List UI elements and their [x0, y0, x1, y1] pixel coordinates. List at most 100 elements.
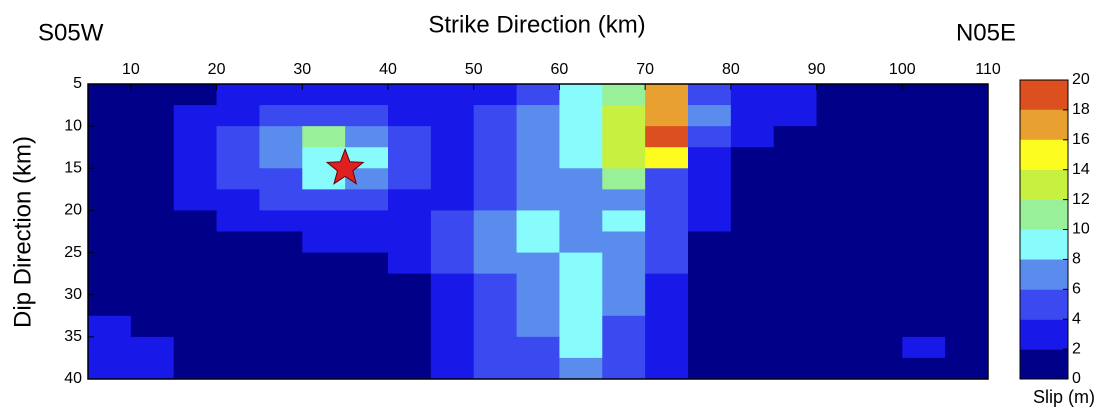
slip-cell [902, 210, 946, 232]
slip-cell [345, 126, 389, 148]
slip-cell [302, 252, 346, 275]
colorbar-swatch [1020, 80, 1068, 110]
slip-cell [259, 189, 303, 211]
slip-cell [173, 315, 218, 338]
slip-cell [816, 336, 860, 359]
slip-cell [302, 294, 346, 317]
slip-cell [259, 315, 303, 338]
slip-cell [688, 105, 732, 127]
slip-cell [816, 231, 860, 254]
slip-cell [473, 252, 518, 275]
colorbar-swatch [1020, 319, 1068, 350]
slip-cell [430, 357, 475, 380]
colorbar-tick-label: 4 [1072, 310, 1081, 327]
x-tick-label: 90 [808, 61, 826, 78]
colorbar-tick-label: 20 [1072, 71, 1090, 88]
slip-cell [730, 336, 775, 359]
slip-cell [259, 105, 303, 127]
slip-cell [645, 336, 689, 359]
slip-cell [388, 84, 432, 106]
slip-cell [602, 336, 646, 359]
slip-cell [816, 357, 860, 380]
slip-cell [773, 357, 818, 380]
slip-cell [902, 357, 946, 380]
slip-cell [602, 126, 646, 148]
slip-cell [945, 189, 989, 211]
slip-cell [559, 315, 603, 338]
slip-cell [602, 315, 646, 338]
slip-cell [688, 84, 732, 106]
slip-cell [645, 105, 689, 127]
slip-cell [216, 252, 260, 275]
slip-cell [816, 294, 860, 317]
x-tick-label: 10 [122, 61, 140, 78]
slip-cell [559, 84, 603, 106]
slip-cell [602, 210, 646, 232]
slip-cell [688, 126, 732, 148]
slip-cell [816, 189, 860, 211]
slip-cell [173, 231, 218, 254]
chart-title: Strike Direction (km) [428, 11, 645, 38]
slip-cell [859, 126, 903, 148]
y-tick-label: 35 [64, 328, 82, 345]
slip-cell [345, 294, 389, 317]
slip-cell [559, 105, 603, 127]
slip-cell [688, 210, 732, 232]
slip-cell [473, 84, 518, 106]
slip-cell [773, 231, 818, 254]
slip-cell [216, 84, 260, 106]
slip-cell [88, 294, 132, 317]
slip-cell [730, 147, 775, 169]
slip-cell [645, 147, 689, 169]
slip-cell [859, 252, 903, 275]
colorbar-tick-label: 8 [1072, 251, 1081, 268]
slip-cell [516, 336, 560, 359]
colorbar-tick-label: 12 [1072, 191, 1090, 208]
colorbar-swatch [1020, 109, 1068, 140]
slip-cell [302, 273, 346, 296]
slip-cell [602, 294, 646, 317]
slip-cell [302, 105, 346, 127]
slip-cell [430, 252, 475, 275]
slip-cell [645, 315, 689, 338]
colorbar-label: Slip (m) [1033, 387, 1095, 407]
slip-cell [302, 231, 346, 254]
plot-frame [87, 83, 989, 380]
slip-cell [516, 231, 560, 254]
slip-cell [516, 84, 560, 106]
slip-cell [388, 168, 432, 190]
slip-cell [730, 357, 775, 380]
slip-cell [559, 294, 603, 317]
slip-cell [602, 357, 646, 380]
slip-cell [430, 84, 475, 106]
slip-cell [88, 105, 132, 127]
slip-cell [302, 336, 346, 359]
slip-cell [173, 168, 218, 190]
slip-cell [645, 252, 689, 275]
x-tick-label: 50 [465, 61, 483, 78]
slip-cell [216, 231, 260, 254]
slip-cell [773, 189, 818, 211]
slip-cell [945, 357, 989, 380]
x-tick-label: 30 [293, 61, 311, 78]
slip-cell [430, 210, 475, 232]
slip-cell [945, 252, 989, 275]
slip-cell [302, 210, 346, 232]
colorbar-swatch [1020, 349, 1068, 379]
colorbar-swatch [1020, 229, 1068, 260]
slip-cell [730, 189, 775, 211]
slip-cell [559, 231, 603, 254]
slip-cell [473, 231, 518, 254]
y-axis-label: Dip Direction (km) [9, 136, 36, 328]
slip-cell [516, 189, 560, 211]
slip-cell [130, 273, 175, 296]
slip-cell [88, 336, 132, 359]
slip-cell [816, 252, 860, 275]
slip-cell [645, 273, 689, 296]
slip-cell [259, 84, 303, 106]
slip-cell [559, 189, 603, 211]
y-tick-label: 20 [64, 202, 82, 219]
x-tick-label: 70 [636, 61, 654, 78]
slip-cell [559, 210, 603, 232]
